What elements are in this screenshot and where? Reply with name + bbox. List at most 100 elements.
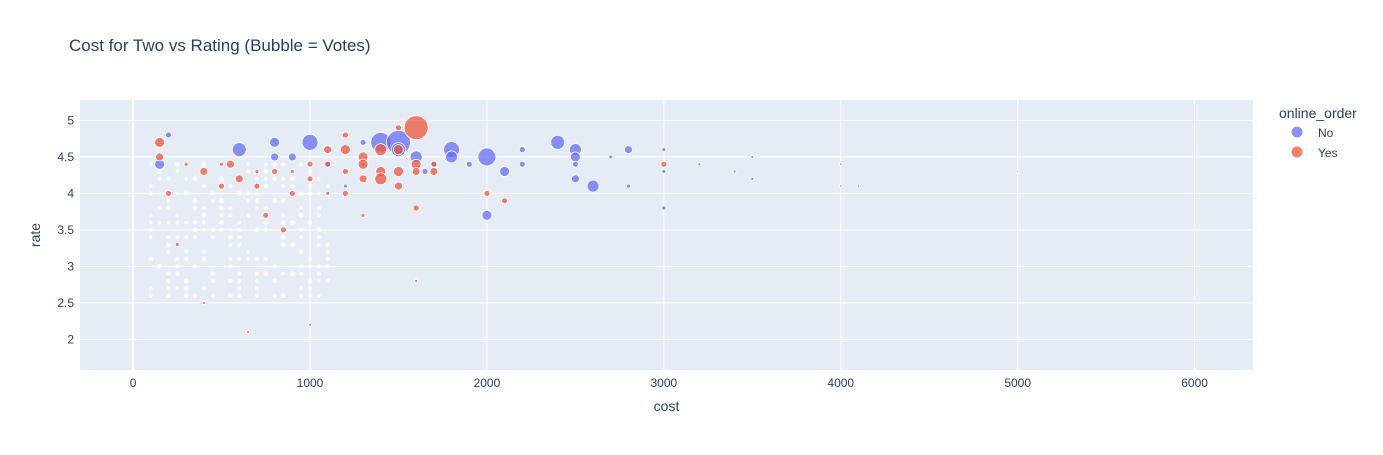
data-point-faint <box>228 257 233 262</box>
data-point-no[interactable] <box>342 183 348 189</box>
data-point-no[interactable] <box>624 145 633 155</box>
data-point-faint <box>201 249 207 255</box>
data-point-yes[interactable] <box>660 160 668 168</box>
data-point-no[interactable] <box>287 152 297 162</box>
data-point-no[interactable] <box>571 160 579 168</box>
data-point-yes[interactable] <box>155 152 165 162</box>
data-point-no[interactable] <box>465 160 473 168</box>
data-point-no[interactable] <box>586 179 600 193</box>
data-point-yes[interactable] <box>183 161 189 167</box>
data-point-faint <box>237 242 242 247</box>
data-point-yes[interactable] <box>394 181 403 191</box>
data-point-yes[interactable] <box>253 182 261 190</box>
data-point-yes[interactable] <box>323 145 333 155</box>
data-point-yes[interactable] <box>403 115 429 141</box>
data-point-yes[interactable] <box>341 168 349 175</box>
data-point-faint <box>263 169 269 174</box>
data-point-yes[interactable] <box>393 144 404 156</box>
data-point-no[interactable] <box>661 147 667 153</box>
data-point-no[interactable] <box>165 131 172 139</box>
data-point-yes[interactable] <box>325 191 331 196</box>
data-point-yes[interactable] <box>225 159 235 169</box>
data-point-no[interactable] <box>626 183 631 189</box>
data-point-yes[interactable] <box>218 182 225 190</box>
data-point-no[interactable] <box>839 162 843 166</box>
data-point-yes[interactable] <box>374 172 388 186</box>
data-point-faint <box>325 278 331 284</box>
data-point-no[interactable] <box>697 162 702 167</box>
data-point-no[interactable] <box>732 169 737 174</box>
legend-marker-yes[interactable] <box>1291 146 1303 158</box>
data-point-yes[interactable] <box>374 143 388 157</box>
data-point-no[interactable] <box>499 166 511 177</box>
data-point-yes[interactable] <box>289 169 295 174</box>
data-point-yes[interactable] <box>271 168 279 175</box>
data-point-no[interactable] <box>1016 170 1020 173</box>
data-point-no[interactable] <box>231 142 247 158</box>
data-point-faint <box>210 278 216 284</box>
data-point-yes[interactable] <box>483 190 491 197</box>
data-point-yes[interactable] <box>339 144 351 156</box>
data-point-no[interactable] <box>518 146 526 154</box>
data-point-yes[interactable] <box>306 160 314 168</box>
data-point-no[interactable] <box>839 184 843 188</box>
data-point-yes[interactable] <box>430 160 438 168</box>
data-point-faint <box>254 271 260 276</box>
data-point-no[interactable] <box>359 138 367 146</box>
data-point-yes[interactable] <box>288 190 296 197</box>
data-point-faint <box>166 271 171 276</box>
data-point-no[interactable] <box>445 150 458 164</box>
data-point-no[interactable] <box>518 160 526 168</box>
data-point-faint <box>228 228 233 232</box>
data-point-no[interactable] <box>661 205 667 211</box>
data-point-yes[interactable] <box>254 169 260 174</box>
data-point-no[interactable] <box>270 152 280 162</box>
data-point-no[interactable] <box>570 174 580 184</box>
legend-marker-no[interactable] <box>1291 126 1303 138</box>
data-point-yes[interactable] <box>154 136 166 148</box>
data-point-faint <box>298 249 304 255</box>
data-point-faint <box>298 271 304 276</box>
legend-label-no[interactable]: No <box>1318 126 1334 140</box>
data-point-no[interactable] <box>750 176 755 181</box>
data-point-no[interactable] <box>750 155 755 159</box>
data-point-no[interactable] <box>477 147 497 167</box>
data-point-yes[interactable] <box>412 204 420 212</box>
data-point-yes[interactable] <box>201 300 206 305</box>
data-point-no[interactable] <box>550 134 566 150</box>
data-point-yes[interactable] <box>393 166 404 177</box>
data-point-yes[interactable] <box>234 174 244 184</box>
data-point-yes[interactable] <box>501 197 509 205</box>
data-point-yes[interactable] <box>165 190 172 197</box>
data-point-no[interactable] <box>421 168 429 175</box>
data-point-no[interactable] <box>301 133 319 151</box>
data-point-yes[interactable] <box>341 190 349 197</box>
data-point-yes[interactable] <box>246 330 250 334</box>
data-point-faint <box>263 220 268 225</box>
legend-label-yes[interactable]: Yes <box>1318 146 1338 160</box>
data-point-no[interactable] <box>661 169 667 174</box>
data-point-yes[interactable] <box>306 175 314 183</box>
x-tick-label: 1000 <box>297 376 324 390</box>
data-point-yes[interactable] <box>429 167 439 176</box>
data-point-yes[interactable] <box>199 167 209 176</box>
data-point-no[interactable] <box>481 209 493 221</box>
data-point-yes[interactable] <box>414 279 419 283</box>
data-point-no[interactable] <box>608 154 614 160</box>
data-point-no[interactable] <box>269 136 281 148</box>
data-point-yes[interactable] <box>280 226 287 234</box>
data-point-yes[interactable] <box>324 160 332 168</box>
data-point-no[interactable] <box>857 184 860 188</box>
data-point-yes[interactable] <box>395 124 402 132</box>
data-point-yes[interactable] <box>262 211 270 219</box>
data-point-yes[interactable] <box>358 174 368 184</box>
data-point-faint <box>192 176 198 182</box>
data-point-yes[interactable] <box>360 212 366 218</box>
data-point-yes[interactable] <box>357 158 369 170</box>
data-point-yes[interactable] <box>411 167 421 176</box>
data-point-yes[interactable] <box>308 322 312 327</box>
data-point-yes[interactable] <box>174 242 180 247</box>
data-point-no[interactable] <box>569 151 581 163</box>
data-point-yes[interactable] <box>219 161 224 167</box>
data-point-yes[interactable] <box>341 131 349 139</box>
